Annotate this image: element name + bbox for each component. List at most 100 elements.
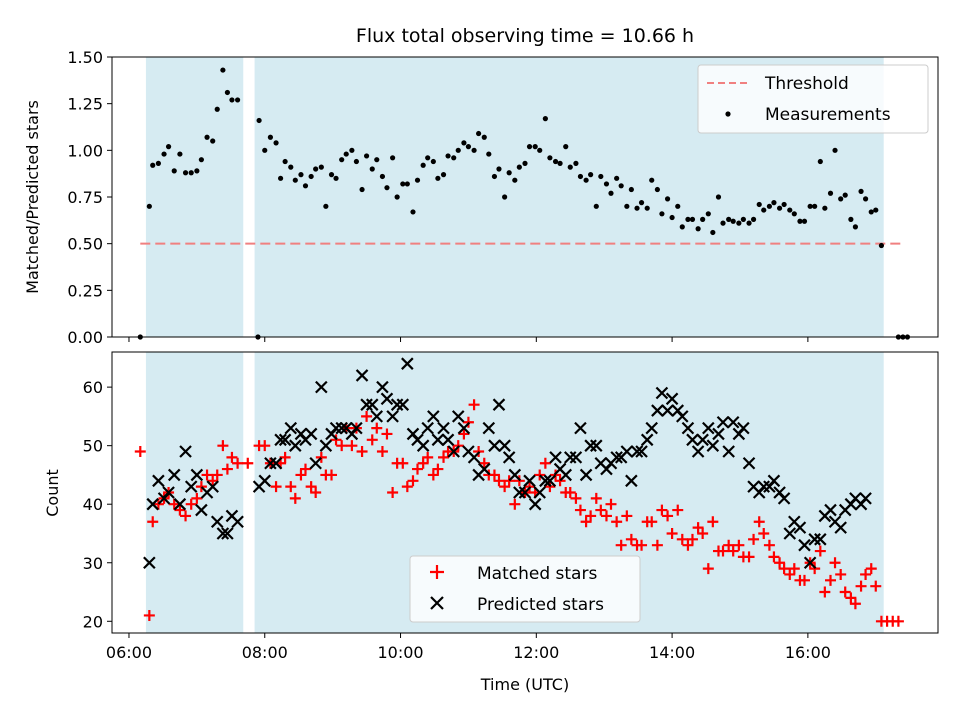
matched-star-point	[539, 457, 551, 469]
matched-star-point	[147, 516, 159, 528]
measurement-point	[791, 211, 797, 217]
matched-star-point	[376, 446, 388, 458]
measurement-point	[214, 106, 220, 112]
predicted-star-point	[742, 456, 756, 470]
predicted-star-point	[824, 503, 837, 517]
measurement-point	[771, 200, 777, 206]
predicted-star-point	[488, 439, 501, 452]
x-tick-label: 10:00	[377, 643, 423, 662]
matched-star-point	[259, 440, 271, 452]
matched-star-point	[625, 533, 637, 545]
measurement-point	[349, 147, 355, 153]
measurement-point	[445, 153, 451, 159]
predicted-star-point	[665, 392, 679, 406]
predicted-star-point	[539, 474, 552, 488]
y-tick-label: 0.50	[67, 235, 103, 254]
matched-star-point	[702, 563, 714, 575]
predicted-star-point	[569, 451, 583, 464]
predicted-star-point	[451, 410, 465, 423]
matched-star-point	[825, 574, 837, 586]
measurement-point	[224, 89, 231, 96]
measurement-point	[766, 203, 773, 209]
measurement-point	[634, 205, 640, 211]
measurement-point	[333, 175, 339, 181]
measurement-point	[679, 224, 685, 230]
measurement-point	[848, 216, 854, 222]
measurement-point	[420, 162, 426, 168]
measurement-point	[822, 205, 828, 211]
measurement-point	[832, 147, 838, 153]
matched-star-point	[870, 580, 882, 592]
predicted-star-point	[630, 445, 644, 458]
top-x-ticks	[128, 337, 809, 342]
measurement-point	[593, 203, 599, 209]
matched-star-point	[432, 463, 444, 475]
predicted-star-point	[173, 497, 187, 511]
matched-star-point	[326, 469, 338, 481]
measurement-point	[282, 158, 288, 165]
predicted-star-point	[696, 433, 709, 447]
predicted-star-point	[793, 521, 807, 534]
matched-star-point	[201, 469, 213, 481]
y-tick-label: 1.50	[67, 48, 103, 67]
measurement-point	[852, 224, 859, 230]
bottom-y-ticks: 20 30 40 50 60	[83, 378, 112, 631]
matched-star-point	[270, 481, 282, 493]
measurement-point	[628, 186, 634, 193]
matched-star-point	[285, 481, 297, 493]
matched-star-point	[763, 539, 775, 551]
measurement-point	[256, 117, 262, 124]
matched-star-point	[217, 440, 229, 452]
measurement-point	[603, 181, 610, 187]
measurement-point	[234, 97, 241, 103]
measurement-point	[750, 216, 757, 222]
bottom-panel: 20 30 40 50 60 06:00 08:00 10:00 12:00 14:00 16:0…	[43, 351, 939, 694]
matched-star-point	[748, 533, 760, 545]
predicted-star-point	[146, 497, 160, 511]
matched-star-point	[707, 516, 719, 528]
measurement-point	[267, 134, 274, 140]
predicted-star-point	[216, 527, 230, 540]
matched-star-point	[279, 451, 291, 463]
matched-star-point	[774, 557, 786, 569]
predicted-star-point	[712, 427, 725, 441]
matched-star-point	[686, 533, 698, 545]
predicted-star-point	[498, 439, 511, 452]
matched-star-point	[401, 481, 413, 493]
measurement-point	[807, 203, 813, 209]
matched-star-point	[798, 574, 810, 586]
measurement-point	[210, 138, 216, 144]
measurement-point	[414, 177, 421, 183]
predicted-star-point	[437, 421, 450, 435]
matched-star-point	[305, 481, 317, 493]
measurement-point	[618, 183, 624, 189]
measurement-point	[583, 177, 589, 183]
measurement-point	[608, 190, 614, 196]
matched-star-point	[509, 498, 521, 510]
predicted-star-point	[319, 439, 333, 452]
matched-star-point	[295, 469, 307, 481]
predicted-star-point	[380, 392, 394, 406]
measurement-point	[502, 194, 508, 200]
measurement-point	[273, 140, 279, 146]
measurement-point	[878, 242, 885, 249]
predicted-star-point	[284, 421, 298, 435]
predicted-star-point	[528, 497, 542, 511]
measurement-point	[567, 164, 573, 170]
matched-star-point	[299, 463, 311, 475]
measurement-point	[761, 207, 767, 213]
matched-star-point	[600, 510, 612, 522]
measurement-point	[746, 220, 752, 226]
predicted-star-point	[702, 421, 715, 435]
predicted-star-point	[686, 433, 699, 447]
measurement-point	[277, 175, 284, 181]
measurement-point	[730, 218, 736, 224]
matched-star-point	[585, 510, 597, 522]
measurement-point	[776, 205, 783, 211]
measurement-point	[862, 196, 869, 202]
matched-star-point	[646, 516, 658, 528]
measurement-point	[194, 168, 200, 174]
predicted-star-point	[309, 456, 322, 470]
measurement-point	[669, 214, 675, 221]
